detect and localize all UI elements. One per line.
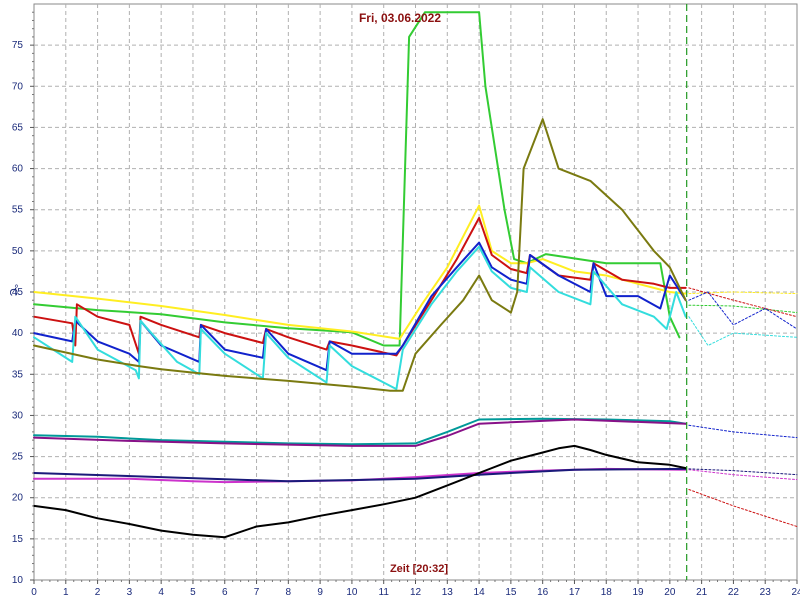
series-line-3 bbox=[688, 291, 798, 295]
y-tick-label: 40 bbox=[12, 328, 24, 339]
x-tick-label: 3 bbox=[127, 587, 133, 598]
axis-layer: 0 1 2 3 4 5 6 7 8 9 10 11 12 13 14 15 16 17 18 19 20 21 22 23 24… bbox=[12, 4, 800, 598]
y-tick-label: 20 bbox=[12, 493, 24, 504]
y-axis-label: °C bbox=[7, 284, 19, 296]
series-line-8 bbox=[33, 245, 687, 391]
x-tick-label: 17 bbox=[569, 587, 581, 598]
series-line-16 bbox=[33, 467, 687, 483]
y-tick-label: 30 bbox=[12, 410, 24, 421]
x-tick-label: 4 bbox=[158, 587, 164, 598]
x-tick-label: 10 bbox=[346, 587, 358, 598]
series-layer bbox=[33, 11, 798, 539]
x-tick-label: 8 bbox=[286, 587, 292, 598]
y-tick-label: 25 bbox=[12, 452, 24, 463]
x-tick-label: 11 bbox=[379, 587, 390, 598]
y-tick-label: 50 bbox=[12, 246, 24, 257]
y-tick-label: 55 bbox=[12, 205, 24, 216]
y-tick-label: 10 bbox=[12, 575, 24, 586]
chart-title: Fri, 03.06.2022 bbox=[359, 11, 441, 25]
series-line-17 bbox=[688, 468, 798, 476]
series-line-2 bbox=[33, 204, 687, 340]
x-tick-label: 2 bbox=[95, 587, 101, 598]
series-line-9 bbox=[688, 316, 798, 346]
series-line-5 bbox=[688, 287, 798, 318]
x-tick-label: 6 bbox=[222, 587, 228, 598]
x-tick-label: 18 bbox=[601, 587, 613, 598]
series-line-4 bbox=[33, 216, 687, 357]
x-tick-label: 13 bbox=[442, 587, 454, 598]
series-line-15 bbox=[688, 469, 798, 481]
x-tick-label: 1 bbox=[63, 587, 69, 598]
x-tick-label: 23 bbox=[760, 587, 772, 598]
series-line-7 bbox=[688, 291, 798, 330]
series-line-1 bbox=[688, 304, 798, 314]
x-tick-label: 14 bbox=[474, 587, 486, 598]
series-line-12 bbox=[688, 424, 798, 439]
y-tick-label: 45 bbox=[12, 287, 24, 298]
x-tick-label: 22 bbox=[728, 587, 740, 598]
series-line-6 bbox=[33, 241, 687, 372]
y-tick-label: 75 bbox=[12, 40, 24, 51]
time-label: Zeit [20:32] bbox=[390, 563, 448, 575]
x-tick-label: 20 bbox=[664, 587, 676, 598]
y-tick-label: 60 bbox=[12, 164, 24, 175]
series-line-13 bbox=[33, 418, 687, 447]
x-tick-label: 7 bbox=[254, 587, 260, 598]
grid-layer bbox=[33, 3, 798, 581]
series-line-11 bbox=[33, 417, 687, 446]
x-tick-label: 15 bbox=[505, 587, 517, 598]
series-line-0 bbox=[33, 11, 681, 347]
x-tick-label: 16 bbox=[537, 587, 549, 598]
y-tick-label: 35 bbox=[12, 369, 24, 380]
series-line-19 bbox=[688, 489, 798, 527]
x-tick-label: 9 bbox=[317, 587, 323, 598]
y-tick-label: 65 bbox=[12, 122, 24, 133]
y-tick-label: 15 bbox=[12, 534, 24, 545]
x-tick-label: 5 bbox=[190, 587, 196, 598]
x-tick-label: 21 bbox=[696, 587, 708, 598]
series-line-18 bbox=[33, 444, 687, 539]
x-tick-label: 12 bbox=[410, 587, 422, 598]
series-line-10 bbox=[33, 118, 687, 392]
x-tick-label: 24 bbox=[791, 587, 800, 598]
y-tick-label: 70 bbox=[12, 81, 24, 92]
x-tick-label: 19 bbox=[632, 587, 644, 598]
x-tick-label: 0 bbox=[31, 587, 37, 598]
